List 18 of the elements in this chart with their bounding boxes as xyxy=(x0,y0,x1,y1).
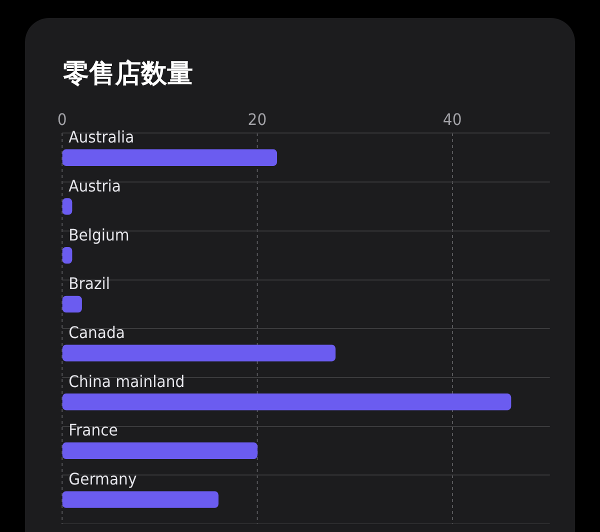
bar xyxy=(62,344,336,362)
x-tick-label: 40 xyxy=(442,110,462,129)
y-tick-label: Austria xyxy=(68,176,121,196)
bar xyxy=(62,394,512,410)
chart-title: 零售店数量 xyxy=(63,58,193,91)
bar xyxy=(62,491,219,508)
y-tick-label: Belgium xyxy=(68,226,130,244)
y-tick-label: China mainland xyxy=(68,372,185,392)
y-tick-label: Germany xyxy=(68,470,137,489)
bar xyxy=(62,296,82,313)
bar xyxy=(62,149,278,166)
x-tick-label: 20 xyxy=(248,110,267,129)
y-tick-label: France xyxy=(68,421,118,440)
y-tick-label: Brazil xyxy=(68,274,110,294)
x-tick-label: 0 xyxy=(57,110,67,129)
bar xyxy=(62,442,258,460)
y-tick-label: Australia xyxy=(68,128,134,147)
y-tick-label: Canada xyxy=(68,324,125,342)
